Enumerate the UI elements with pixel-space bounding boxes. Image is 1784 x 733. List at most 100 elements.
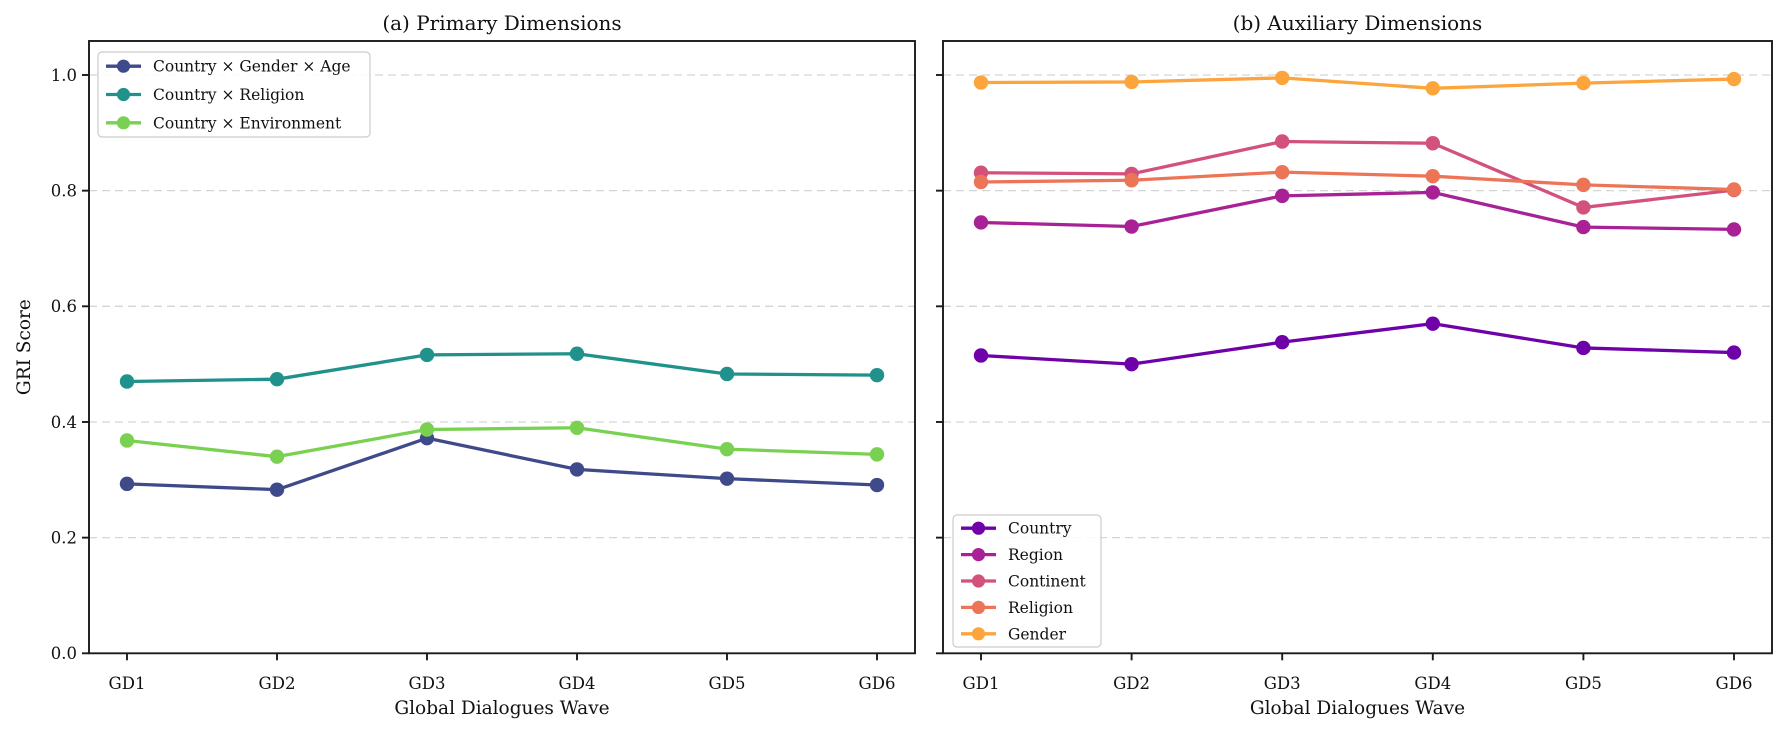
data-point bbox=[869, 447, 885, 462]
legend-label: Country × Environment bbox=[153, 114, 342, 132]
data-point bbox=[1275, 70, 1290, 86]
y-tick-label: 0.8 bbox=[51, 181, 77, 200]
legend-marker bbox=[971, 521, 986, 535]
legend-marker bbox=[971, 600, 986, 615]
legend-marker bbox=[971, 627, 986, 641]
legend: Country × Gender × Age Country × Religion… bbox=[97, 51, 371, 138]
y-tick-label: 0.4 bbox=[51, 413, 77, 432]
y-tick-label: 0.2 bbox=[51, 528, 77, 547]
data-point bbox=[1275, 134, 1290, 149]
panel-b: GD1 GD2 GD3 GD4 GD5 GD6 (b) Auxiliary Dimensio… bbox=[936, 11, 1773, 719]
data-point bbox=[569, 346, 585, 361]
data-point bbox=[1576, 340, 1591, 356]
y-tick-label: 0.6 bbox=[51, 297, 77, 316]
x-tick-label: GD1 bbox=[963, 674, 1000, 693]
legend-marker bbox=[971, 574, 986, 588]
axes-box bbox=[942, 40, 1773, 655]
data-point bbox=[973, 75, 989, 90]
x-tick-label: GD6 bbox=[1716, 674, 1753, 693]
series-line-2 bbox=[125, 426, 879, 459]
series-line-1 bbox=[125, 352, 879, 384]
x-tick-label: GD4 bbox=[1414, 674, 1451, 693]
legend-marker bbox=[116, 59, 131, 73]
legend: Country Region Continent Religion Gender bbox=[952, 514, 1102, 648]
data-point bbox=[1124, 74, 1139, 90]
series-line-2 bbox=[979, 139, 1736, 210]
data-point bbox=[1425, 169, 1441, 184]
legend-marker bbox=[971, 548, 986, 562]
series-line-1 bbox=[979, 190, 1736, 232]
data-point bbox=[569, 420, 585, 435]
legend-marker bbox=[116, 87, 131, 102]
legend-box bbox=[952, 514, 1102, 648]
legend-box bbox=[97, 51, 371, 138]
data-point bbox=[569, 462, 585, 477]
data-point bbox=[1576, 200, 1591, 215]
data-point bbox=[1124, 219, 1139, 234]
data-point bbox=[1275, 188, 1290, 204]
legend-marker bbox=[116, 116, 131, 130]
y-tick-label: 1.0 bbox=[51, 66, 77, 85]
data-point bbox=[1425, 81, 1441, 96]
x-tick-label: GD3 bbox=[409, 674, 446, 693]
axes-box bbox=[88, 40, 916, 655]
x-axis-label: Global Dialogues Wave bbox=[1250, 698, 1465, 719]
data-point bbox=[1425, 136, 1441, 151]
x-tick-label: GD4 bbox=[559, 674, 596, 693]
series-line-3 bbox=[979, 170, 1736, 192]
data-point bbox=[1726, 345, 1742, 360]
data-point bbox=[973, 174, 989, 190]
data-point bbox=[719, 471, 735, 486]
data-point bbox=[719, 441, 735, 457]
x-tick-label: GD6 bbox=[859, 674, 896, 693]
legend-label: Country × Gender × Age bbox=[153, 58, 351, 76]
data-point bbox=[1425, 316, 1441, 331]
x-tick-label: GD3 bbox=[1264, 674, 1301, 693]
data-point bbox=[973, 215, 989, 230]
data-point bbox=[1576, 219, 1591, 235]
series-line-4 bbox=[979, 76, 1736, 90]
data-point bbox=[719, 366, 735, 382]
panel-title: (a) Primary Dimensions bbox=[382, 11, 621, 35]
data-point bbox=[869, 477, 885, 493]
series-line-0 bbox=[979, 322, 1736, 366]
y-tick-label: 0.0 bbox=[51, 644, 77, 663]
data-point bbox=[1425, 185, 1441, 200]
x-tick-label: GD2 bbox=[1113, 674, 1150, 693]
data-point bbox=[269, 449, 285, 464]
data-point bbox=[1124, 173, 1139, 188]
legend-label: Country bbox=[1008, 520, 1072, 538]
data-point bbox=[1124, 356, 1139, 372]
legend-label: Gender bbox=[1008, 625, 1067, 643]
data-point bbox=[1726, 182, 1742, 197]
x-axis-label: Global Dialogues Wave bbox=[394, 698, 609, 719]
x-tick-label: GD5 bbox=[709, 674, 746, 693]
legend-label: Religion bbox=[1008, 599, 1073, 617]
x-tick-label: GD2 bbox=[259, 674, 296, 693]
data-point bbox=[269, 482, 285, 497]
panel-title: (b) Auxiliary Dimensions bbox=[1233, 11, 1483, 35]
data-point bbox=[869, 367, 885, 383]
data-point bbox=[1576, 75, 1591, 91]
x-tick-label: GD1 bbox=[109, 674, 146, 693]
data-point bbox=[119, 374, 135, 389]
x-tick-label: GD5 bbox=[1565, 674, 1602, 693]
data-point bbox=[119, 476, 135, 492]
legend-label: Country × Religion bbox=[153, 86, 304, 104]
data-point bbox=[1726, 222, 1742, 237]
data-point bbox=[419, 422, 435, 437]
series-line-0 bbox=[125, 436, 879, 492]
data-point bbox=[973, 348, 989, 363]
panel-a: GD1 GD2 GD3 GD4 GD5 GD6 0.0 0.2 0.4 0.6 0.8 1.0 (a) … bbox=[14, 11, 916, 719]
y-axis-label: GRI Score bbox=[14, 299, 35, 395]
data-point bbox=[1275, 334, 1290, 350]
data-point bbox=[1576, 177, 1591, 193]
data-point bbox=[1726, 71, 1742, 87]
legend-label: Region bbox=[1008, 546, 1063, 564]
legend-label: Continent bbox=[1008, 573, 1086, 591]
data-point bbox=[1275, 164, 1290, 180]
data-point bbox=[119, 433, 135, 448]
data-point bbox=[419, 347, 435, 363]
